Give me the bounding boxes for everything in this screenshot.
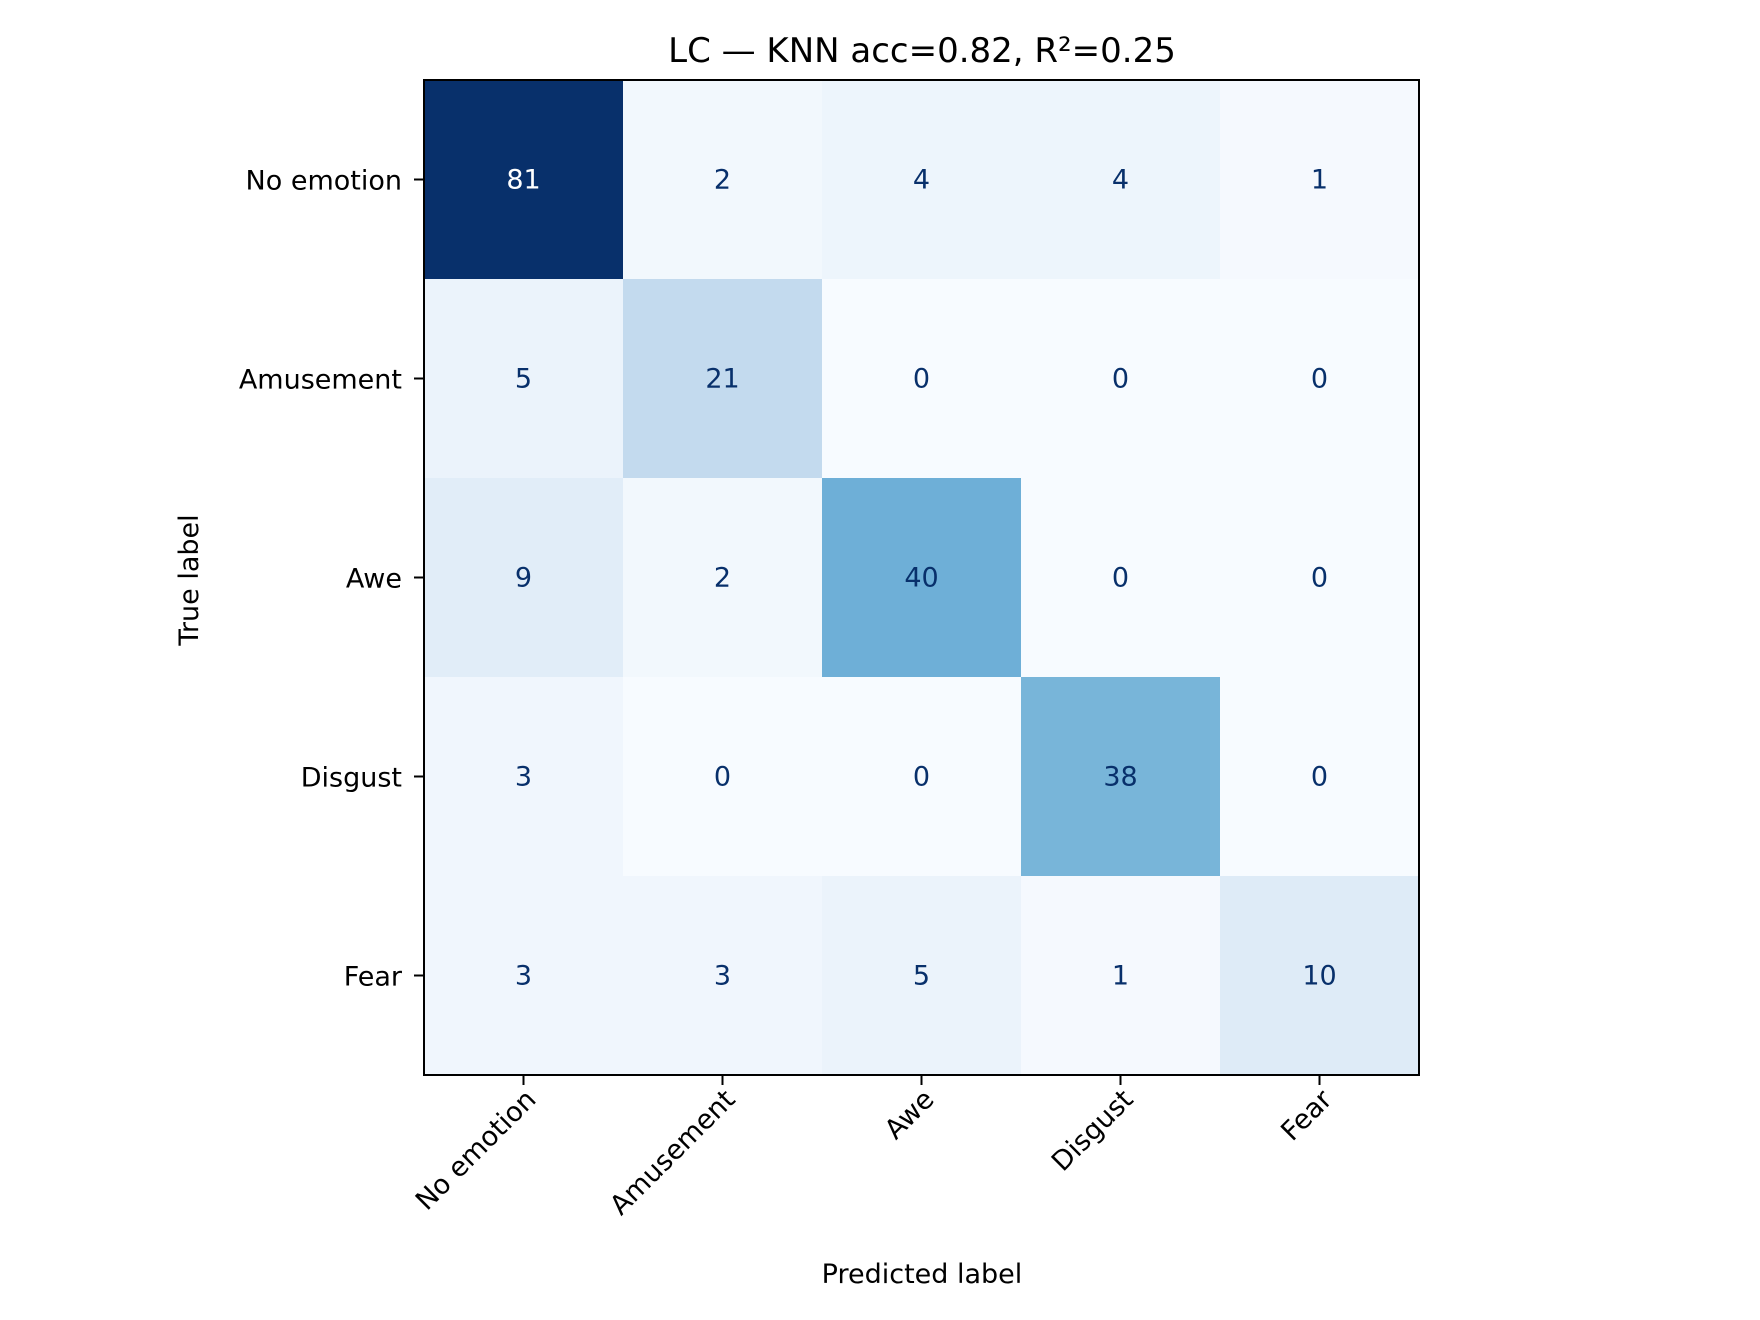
cell-value-r2-c3: 0 — [1112, 563, 1129, 594]
x-axis-title: Predicted label — [822, 1259, 1023, 1290]
heatmap-cell-r4-c2 — [822, 876, 1022, 1076]
heatmap-cell-r4-c0 — [424, 876, 624, 1076]
cell-value-r1-c0: 5 — [515, 364, 532, 395]
heatmap-cell-r2-c1 — [623, 478, 823, 678]
x-tick-label-4: Fear — [1275, 1083, 1339, 1147]
y-tick-label-2: Awe — [346, 564, 402, 595]
cell-value-r4-c2: 5 — [913, 961, 930, 992]
heatmap-cell-r4-c4 — [1220, 876, 1420, 1076]
heatmap-cell-r0-c1 — [623, 80, 823, 280]
heatmap-cell-r2-c0 — [424, 478, 624, 678]
cell-value-r1-c3: 0 — [1112, 364, 1129, 395]
heatmap-cell-r0-c2 — [822, 80, 1022, 280]
heatmap-cell-r3-c1 — [623, 677, 823, 877]
heatmap-cell-r1-c4 — [1220, 279, 1420, 479]
cell-value-labels: 81 2 4 4 1 5 21 0 0 0 9 2 40 0 0 3 0 0 38 0 3 3 5 1 10 — [506, 165, 1336, 992]
cell-value-r2-c1: 2 — [714, 563, 731, 594]
cell-value-r3-c1: 0 — [714, 762, 731, 793]
cell-value-r1-c4: 0 — [1311, 364, 1328, 395]
cell-value-r4-c4: 10 — [1302, 961, 1336, 992]
cell-value-r0-c3: 4 — [1112, 165, 1129, 196]
heatmap-cell-r3-c2 — [822, 677, 1022, 877]
heatmap-cell-r3-c3 — [1021, 677, 1221, 877]
cell-value-r0-c4: 1 — [1311, 165, 1328, 196]
heatmap-cell-r0-c4 — [1220, 80, 1420, 280]
cell-value-r4-c1: 3 — [714, 961, 731, 992]
cell-value-r0-c2: 4 — [913, 165, 930, 196]
heatmap-cell-r4-c3 — [1021, 876, 1221, 1076]
heatmap-cell-r4-c1 — [623, 876, 823, 1076]
y-tick-label-4: Fear — [344, 962, 403, 993]
cell-value-r3-c3: 38 — [1103, 762, 1137, 793]
heatmap-cell-r0-c3 — [1021, 80, 1221, 280]
cell-value-r0-c0: 81 — [506, 165, 540, 196]
heatmap-cell-r2-c3 — [1021, 478, 1221, 678]
x-axis-ticks: No emotion Amusement Awe Disgust Fear — [410, 1075, 1339, 1221]
cell-value-r3-c0: 3 — [515, 762, 532, 793]
x-tick-label-0: No emotion — [410, 1084, 543, 1217]
y-axis-ticks: No emotion Amusement Awe Disgust Fear — [239, 166, 424, 993]
cell-value-r2-c4: 0 — [1311, 563, 1328, 594]
cell-value-r2-c0: 9 — [515, 563, 532, 594]
heatmap-cell-r1-c0 — [424, 279, 624, 479]
x-tick-label-3: Disgust — [1046, 1084, 1140, 1178]
x-tick-label-2: Awe — [879, 1084, 941, 1146]
heatmap-cell-r0-c0 — [424, 80, 624, 280]
cell-value-r0-c1: 2 — [714, 165, 731, 196]
cell-value-r1-c2: 0 — [913, 364, 930, 395]
heatmap-cell-r3-c4 — [1220, 677, 1420, 877]
heatmap-cell-r2-c2 — [822, 478, 1022, 678]
y-tick-label-3: Disgust — [301, 763, 402, 794]
x-tick-label-1: Amusement — [604, 1084, 741, 1221]
heatmap-cell-r2-c4 — [1220, 478, 1420, 678]
heatmap-cell-r1-c2 — [822, 279, 1022, 479]
cell-value-r1-c1: 21 — [705, 364, 739, 395]
y-tick-label-0: No emotion — [246, 166, 402, 197]
cell-value-r4-c0: 3 — [515, 961, 532, 992]
heatmap-cell-r3-c0 — [424, 677, 624, 877]
heatmap-cells — [424, 80, 1420, 1076]
y-tick-label-1: Amusement — [239, 365, 402, 396]
cell-value-r3-c4: 0 — [1311, 762, 1328, 793]
cell-value-r2-c2: 40 — [904, 563, 938, 594]
heatmap-cell-r1-c1 — [623, 279, 823, 479]
heatmap-cell-r1-c3 — [1021, 279, 1221, 479]
chart-title: LC — KNN acc=0.82, R²=0.25 — [668, 31, 1176, 71]
y-axis-title: True label — [174, 514, 205, 646]
cell-value-r4-c3: 1 — [1112, 961, 1129, 992]
cell-value-r3-c2: 0 — [913, 762, 930, 793]
